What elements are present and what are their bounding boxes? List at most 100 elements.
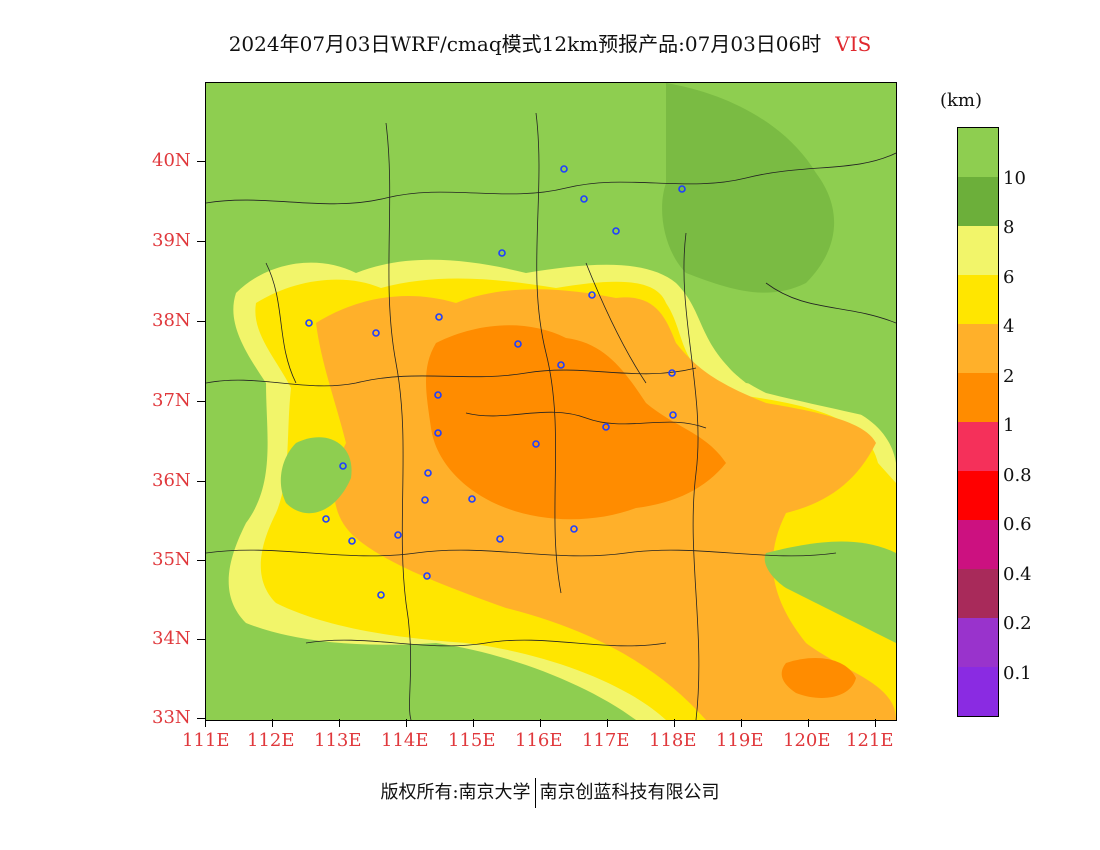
footer-right: 南京创蓝科技有限公司: [539, 782, 720, 803]
x-tick: [674, 719, 675, 727]
city-marker: [532, 440, 540, 448]
x-tick-label: 114E: [381, 730, 429, 751]
x-tick: [808, 719, 809, 727]
city-marker: [424, 469, 432, 477]
city-marker: [377, 591, 385, 599]
fill-green-patch-west: [280, 437, 352, 514]
colorbar-cell: [958, 226, 998, 275]
colorbar-cell: [958, 520, 998, 569]
city-marker: [339, 462, 347, 470]
y-tick-label: 40N: [152, 150, 191, 171]
x-tick: [205, 719, 206, 727]
colorbar-unit: (km): [940, 90, 983, 111]
x-tick-label: 117E: [582, 730, 630, 751]
x-tick: [607, 719, 608, 727]
colorbar-label: 6: [1003, 267, 1015, 288]
city-marker: [678, 185, 686, 193]
city-marker: [588, 291, 596, 299]
colorbar-label: 0.6: [1003, 514, 1032, 535]
city-marker: [602, 423, 610, 431]
x-tick: [272, 719, 273, 727]
city-marker: [468, 495, 476, 503]
y-tick: [197, 321, 205, 322]
y-tick: [197, 241, 205, 242]
colorbar-cell: [958, 618, 998, 667]
y-tick-label: 37N: [152, 390, 191, 411]
colorbar-cell: [958, 275, 998, 324]
map-canvas: [206, 83, 896, 720]
x-tick: [406, 719, 407, 727]
city-marker: [434, 391, 442, 399]
x-tick: [473, 719, 474, 727]
y-tick: [197, 560, 205, 561]
city-marker: [394, 531, 402, 539]
footer-divider: [534, 778, 536, 808]
x-tick: [741, 719, 742, 727]
y-tick-label: 36N: [152, 470, 191, 491]
colorbar: [957, 127, 999, 717]
city-marker: [669, 411, 677, 419]
fill-green-bohai: [726, 333, 896, 423]
city-marker: [560, 165, 568, 173]
x-tick-label: 121E: [846, 730, 894, 751]
y-tick: [197, 401, 205, 402]
city-marker: [348, 537, 356, 545]
city-marker: [434, 429, 442, 437]
x-tick-label: 116E: [515, 730, 563, 751]
city-marker: [668, 369, 676, 377]
y-tick-label: 34N: [152, 628, 191, 649]
colorbar-cell: [958, 667, 998, 716]
city-marker: [496, 535, 504, 543]
city-marker: [423, 572, 431, 580]
y-tick: [197, 481, 205, 482]
colorbar-label: 1: [1003, 415, 1015, 436]
colorbar-label: 8: [1003, 217, 1015, 238]
colorbar-label: 0.8: [1003, 465, 1032, 486]
x-tick-label: 119E: [716, 730, 764, 751]
colorbar-cell: [958, 324, 998, 373]
y-tick: [197, 718, 205, 719]
footer-left: 版权所有:南京大学: [380, 782, 531, 803]
fill-green-sea: [764, 541, 896, 643]
city-marker: [322, 515, 330, 523]
title-main: 2024年07月03日WRF/cmaq模式12km预报产品:07月03日06时: [228, 32, 822, 56]
colorbar-cell: [958, 569, 998, 618]
copyright-footer: 版权所有:南京大学 南京创蓝科技有限公司: [0, 778, 1100, 808]
colorbar-cell: [958, 128, 998, 177]
city-marker: [580, 195, 588, 203]
colorbar-cell: [958, 373, 998, 422]
fill-1-2km: [426, 325, 726, 520]
x-tick-label: 112E: [247, 730, 295, 751]
colorbar-label: 4: [1003, 316, 1015, 337]
y-tick-label: 35N: [152, 549, 191, 570]
city-marker: [435, 313, 443, 321]
x-tick: [875, 719, 876, 727]
colorbar-label: 0.2: [1003, 613, 1032, 634]
colorbar-label: 0.1: [1003, 663, 1032, 684]
colorbar-cell: [958, 422, 998, 471]
fill-1-2km-se: [781, 658, 856, 698]
city-marker: [498, 249, 506, 257]
city-marker: [372, 329, 380, 337]
x-tick-label: 115E: [448, 730, 496, 751]
colorbar-label: 10: [1003, 168, 1026, 189]
y-tick: [197, 639, 205, 640]
y-tick-label: 38N: [152, 310, 191, 331]
city-marker: [305, 319, 313, 327]
city-marker: [612, 227, 620, 235]
x-tick-label: 120E: [783, 730, 831, 751]
colorbar-cell: [958, 177, 998, 226]
city-marker: [514, 340, 522, 348]
colorbar-label: 2: [1003, 366, 1015, 387]
x-tick: [339, 719, 340, 727]
x-tick-label: 118E: [649, 730, 697, 751]
colorbar-label: 0.4: [1003, 564, 1032, 585]
city-marker: [421, 496, 429, 504]
city-marker: [557, 361, 565, 369]
x-tick-label: 113E: [314, 730, 362, 751]
fill-8-10km-north: [662, 83, 835, 293]
y-tick: [197, 161, 205, 162]
map-title: 2024年07月03日WRF/cmaq模式12km预报产品:07月03日06时 V…: [0, 28, 1100, 57]
colorbar-cell: [958, 471, 998, 520]
x-tick-label: 111E: [182, 730, 230, 751]
